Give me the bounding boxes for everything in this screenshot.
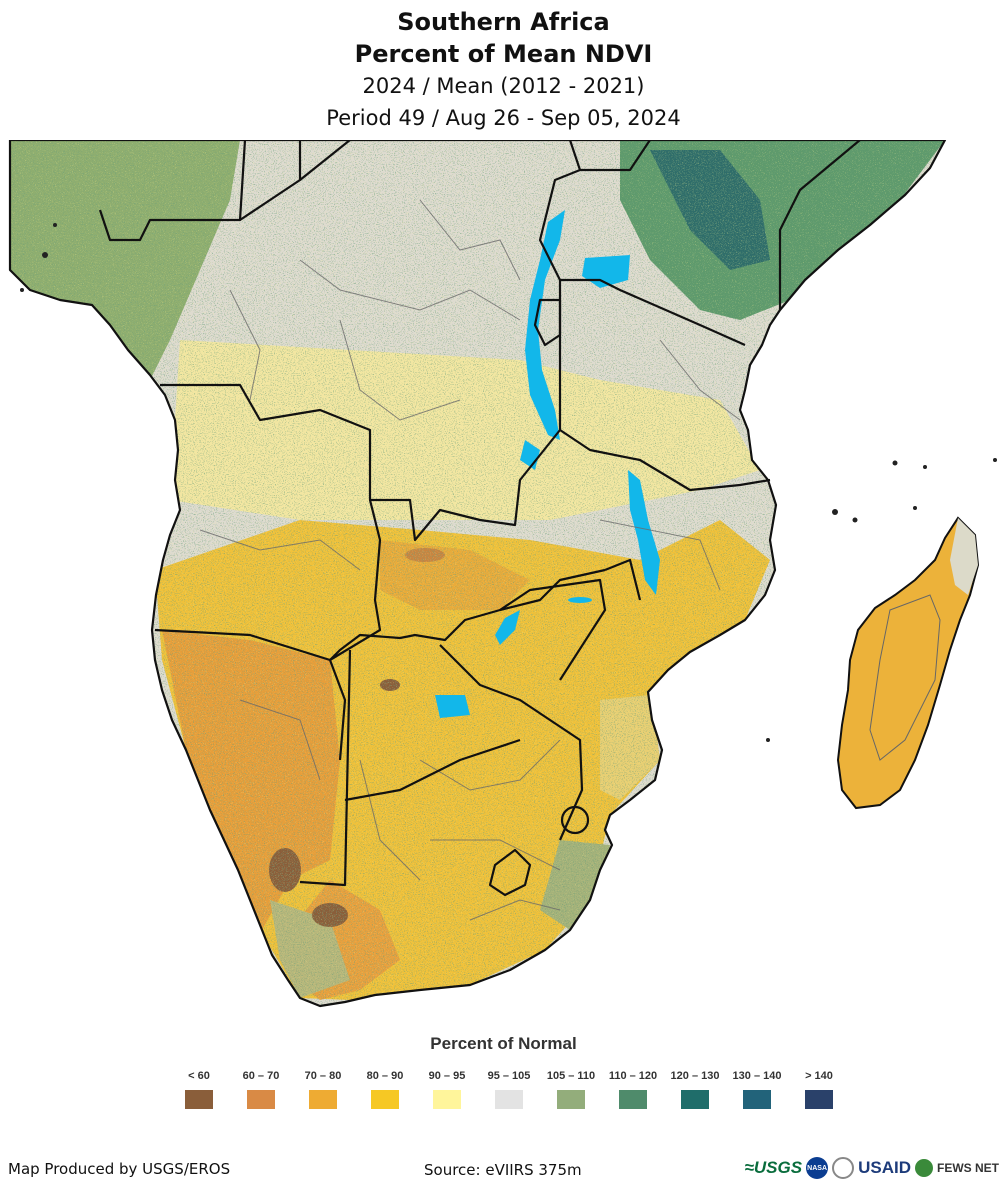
legend-swatch <box>495 1090 523 1109</box>
legend-swatch <box>681 1090 709 1109</box>
source-credit: Source: eVIIRS 375m <box>424 1161 582 1179</box>
admin-boundaries <box>199 199 741 921</box>
nasa-logo: NASA <box>806 1157 829 1179</box>
fews-globe-icon <box>915 1159 933 1177</box>
noaa-seal-icon <box>832 1157 855 1179</box>
legend-label: 110 – 120 <box>608 1070 658 1082</box>
legend-swatch <box>619 1090 647 1109</box>
legend-swatch <box>185 1090 213 1109</box>
legend-label: 70 – 80 <box>304 1070 342 1082</box>
legend-label: 120 – 130 <box>670 1070 720 1082</box>
ndvi-map <box>0 140 1007 1020</box>
legend-item: 130 – 140 <box>726 1068 788 1109</box>
usgs-logo: ≈USGS <box>744 1158 803 1177</box>
map-title-product: Percent of Mean NDVI <box>354 40 653 68</box>
map-subtitle-period: Period 49 / Aug 26 - Sep 05, 2024 <box>326 106 681 130</box>
legend-label: 90 – 95 <box>428 1070 466 1082</box>
country-borders <box>8 140 947 1008</box>
map-subtitle-baseline: 2024 / Mean (2012 - 2021) <box>362 74 645 98</box>
legend-swatch <box>557 1090 585 1109</box>
madagascar <box>836 516 980 810</box>
legend-item: > 140 <box>788 1068 850 1109</box>
legend: < 60 60 – 70 70 – 80 80 – 90 90 – 95 95 – 105… <box>168 1068 848 1118</box>
legend-item: 70 – 80 <box>292 1068 354 1109</box>
legend-label: > 140 <box>805 1070 833 1082</box>
legend-swatch <box>247 1090 275 1109</box>
legend-item: 95 – 105 <box>478 1068 540 1109</box>
legend-label: < 60 <box>188 1070 210 1082</box>
legend-item: 120 – 130 <box>664 1068 726 1109</box>
map-title-block: Southern Africa Percent of Mean NDVI 202… <box>0 6 1007 134</box>
legend-label: 105 – 110 <box>546 1070 596 1082</box>
legend-swatch <box>743 1090 771 1109</box>
fews-net-logo: FEWS NET <box>937 1161 999 1175</box>
legend-swatch <box>805 1090 833 1109</box>
legend-swatch <box>433 1090 461 1109</box>
legend-label: 95 – 105 <box>487 1070 531 1082</box>
legend-item: 90 – 95 <box>416 1068 478 1109</box>
legend-label: 80 – 90 <box>366 1070 404 1082</box>
legend-item: 105 – 110 <box>540 1068 602 1109</box>
legend-swatch <box>309 1090 337 1109</box>
map-title-region: Southern Africa <box>397 8 610 36</box>
legend-item: 110 – 120 <box>602 1068 664 1109</box>
legend-title: Percent of Normal <box>430 1034 577 1053</box>
usaid-logo: USAID <box>858 1158 911 1177</box>
islands <box>20 223 997 742</box>
producer-credit: Map Produced by USGS/EROS <box>8 1160 231 1178</box>
legend-item: < 60 <box>168 1068 230 1109</box>
legend-swatch <box>371 1090 399 1109</box>
legend-item: 60 – 70 <box>230 1068 292 1109</box>
legend-label: 60 – 70 <box>242 1070 280 1082</box>
logo-strip: ≈USGS NASA USAID FEWS NET <box>745 1157 999 1179</box>
legend-label: 130 – 140 <box>732 1070 782 1082</box>
legend-item: 80 – 90 <box>354 1068 416 1109</box>
